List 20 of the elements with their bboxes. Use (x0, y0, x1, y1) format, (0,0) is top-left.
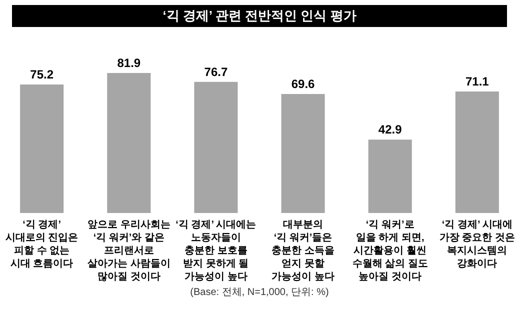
bar (20, 84, 64, 213)
x-tick-label: ‘긱 워커’로 일을 하게 되면, 시간활용이 훨씬 수월해 삶의 질도 높아질 것이다 (352, 220, 428, 282)
bar (194, 82, 238, 213)
data-label: 75.2 (30, 67, 54, 82)
x-tick-label: ‘긱 경제’ 시대에 가장 중요한 것은 복지시스템의 강화이다 (439, 220, 515, 270)
data-label: 81.9 (117, 56, 141, 70)
bar (107, 73, 151, 213)
bar (455, 91, 499, 213)
x-tick-label: 앞으로 우리사회는 ‘긱 워커’와 같은 프리랜서로 살아가는 사람들이 많아질 것이다 (88, 220, 170, 282)
text: (Base: 전체, N=1,000, 단위: %) (189, 286, 330, 299)
chart-title: ‘긱 경제’ 관련 전반적인 인식 평가 (12, 5, 507, 27)
data-label: 71.1 (465, 74, 490, 88)
data-label: 69.6 (291, 77, 316, 92)
x-tick-label: ‘긱 경제’ 시대에는 노동자들이 충분한 보호를 받지 못하게 될 가능성이 높다 (176, 220, 256, 282)
data-label: 42.9 (378, 122, 402, 137)
bar (281, 94, 325, 213)
x-tick-label: 대부분의 ‘긱 워커’들은 충분한 소득을 얻지 못할 가능성이 높다 (272, 220, 334, 282)
bar (368, 140, 412, 213)
data-label: 76.7 (204, 64, 228, 79)
x-tick-label: ‘긱 경제’ 시대로의 진입은 피할 수 없는 시대 흐름이다 (5, 220, 78, 270)
